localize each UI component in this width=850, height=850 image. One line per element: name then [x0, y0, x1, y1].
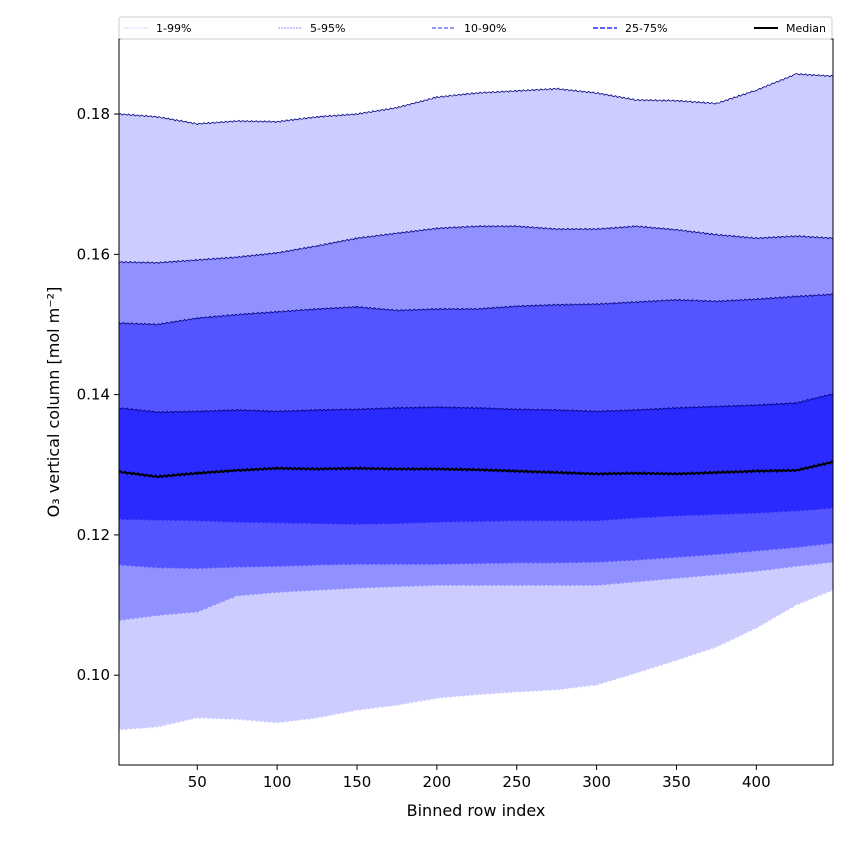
legend-label: 25-75%	[625, 22, 667, 35]
y-tick-label: 0.16	[77, 245, 110, 263]
band-edges	[118, 72, 834, 479]
p90-line	[118, 293, 834, 326]
band-25-75	[119, 393, 833, 526]
x-tick-label: 300	[582, 773, 611, 791]
x-tick-label: 350	[662, 773, 691, 791]
x-tick-label: 250	[502, 773, 531, 791]
x-ticks: 50 100 150 200 250 300 350 400	[188, 765, 771, 791]
legend-item: 1-99%	[124, 22, 191, 35]
x-axis-label: Binned row index	[407, 801, 546, 820]
legend-label: Median	[786, 22, 826, 35]
y-axis-label: O₃ vertical column [mol m⁻²]	[44, 287, 63, 518]
legend: 1-99% 5-95% 10-90% 25-75% Median	[118, 16, 833, 40]
x-tick-label: 150	[343, 773, 372, 791]
bands	[119, 73, 833, 731]
median-line	[118, 460, 834, 479]
x-tick-label: 50	[188, 773, 207, 791]
legend-label: 1-99%	[156, 22, 191, 35]
y-tick-label: 0.18	[77, 105, 110, 123]
p75-line	[118, 393, 834, 414]
x-tick-label: 400	[742, 773, 771, 791]
x-tick-label: 100	[263, 773, 292, 791]
legend-frame	[118, 16, 833, 40]
p95-line	[118, 224, 833, 265]
legend-item: Median	[754, 22, 826, 35]
y-tick-label: 0.14	[77, 386, 110, 404]
legend-item: 25-75%	[593, 22, 667, 35]
legend-item: 5-95%	[278, 22, 345, 35]
legend-label: 5-95%	[310, 22, 345, 35]
x-tick-label: 200	[423, 773, 452, 791]
y-tick-label: 0.10	[77, 666, 110, 684]
y-tick-label: 0.12	[77, 526, 110, 544]
y-ticks: 0.10 0.12 0.14 0.16 0.18	[77, 105, 119, 684]
p99-line	[118, 72, 834, 126]
legend-item: 10-90%	[432, 22, 506, 35]
legend-label: 10-90%	[464, 22, 506, 35]
